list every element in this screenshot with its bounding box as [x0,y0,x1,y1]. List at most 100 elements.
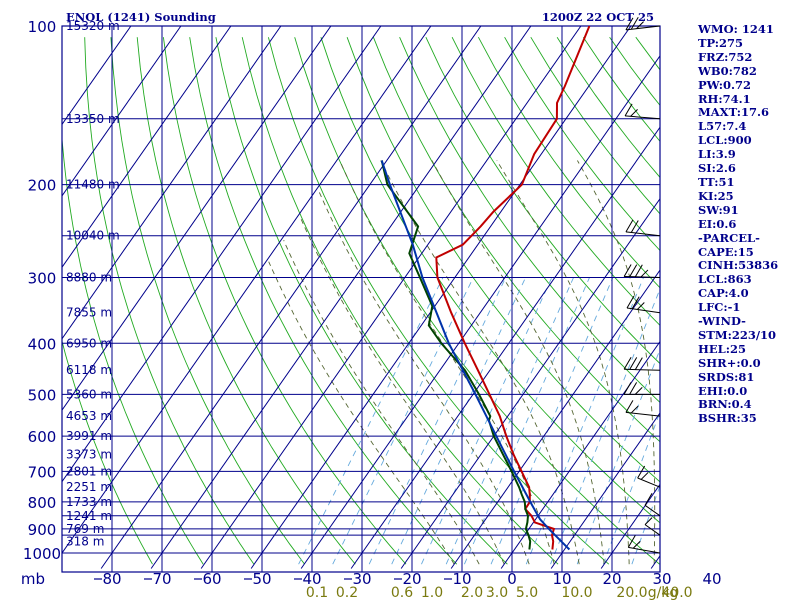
height-label: 15320 m [66,19,120,33]
pressure-label: 1000 [23,545,61,563]
height-label: 1733 m [66,495,112,509]
profile-lines [380,26,591,551]
stat-item: -WIND- [698,314,746,329]
dry-adiabat [399,37,660,403]
barb-flag [636,302,645,310]
wind-barb [637,465,661,488]
barb-staff [628,546,661,554]
wind-barb [627,535,661,554]
stat-item: CAP:4.0 [698,286,749,301]
moist-adiabat [283,240,480,565]
barb-flag [634,264,643,278]
barb-flag [640,269,649,278]
height-label: 2251 m [66,480,112,494]
temperature-tick-label: 80 [102,570,121,588]
moist-adiabat [496,160,630,565]
stat-item: TT:51 [698,174,735,189]
isotherm [500,340,660,569]
temperature-tick-label: 30 [352,570,371,588]
wind-barb [625,400,661,417]
wind-barb [644,493,661,517]
barb-flag [644,493,653,506]
barb-staff [644,524,661,536]
pressure-label: 300 [28,269,57,287]
barb-flag [629,357,638,370]
wind-barb [626,295,661,314]
dry-adiabat [425,37,660,365]
temperature-tick-label: 20 [402,570,421,588]
stat-item: LFC:-1 [698,300,741,315]
dry-adiabat [294,37,660,565]
mixing-ratio-label: 20.0 [616,585,647,600]
wind-barb [644,517,661,536]
barb-flag [627,535,636,548]
mixing-ratio-label: 1.0 [421,585,443,600]
mixing-ratio-line [332,277,474,565]
dry-adiabat [451,36,660,327]
height-label: 6950 m [66,336,112,350]
barb-flag [629,264,638,277]
temperature-tick-label: 30 [652,570,671,588]
mixing-ratio-line [550,287,660,565]
stat-item: -PARCEL- [698,230,760,245]
barb-staff [644,504,661,517]
mixing-ratio-line [463,277,590,565]
mixing-ratio-line [421,277,553,565]
stat-item: SHR+:0.0 [698,355,761,370]
barb-flag [631,296,640,309]
stat-item: LCL:863 [698,272,752,287]
dry-adiabat [162,37,407,565]
wind-barb [625,219,661,237]
stat-item: HEL:25 [698,341,746,356]
stat-item: WB0:782 [698,63,757,78]
wind-barbs [623,16,661,554]
isotherm [62,26,432,554]
dry-adiabat [241,37,559,565]
dry-adiabat [189,37,458,565]
barb-flag [636,21,644,29]
stat-item: EI:0.6 [698,216,737,231]
stat-item: SI:2.6 [698,161,736,176]
dry-adiabat [346,37,660,483]
barb-flag [634,387,643,395]
height-label: 3373 m [66,447,112,461]
barb-staff [625,231,661,237]
mixing-ratio-line [391,277,527,565]
barb-flag [632,540,641,549]
height-label: 769 m [66,522,104,536]
barb-flag [630,405,639,414]
temperature-tick-label: 0 [507,570,517,588]
height-label: 7855 m [66,306,112,320]
height-label: 4653 m [66,409,112,423]
pressure-label: 500 [28,386,57,404]
stats-panel: WMO: 1241 TP:275 FRZ:752 WB0:782 PW:0.72 RH:7… [698,22,778,426]
stat-item: CAPE:15 [698,244,754,259]
moist-adiabat [317,190,530,565]
height-label: 5360 m [66,387,112,401]
stat-item: EHI:0.0 [698,383,748,398]
pressure-label: 900 [28,521,57,539]
stat-item: BRN:0.4 [698,397,752,412]
stat-item: RH:74.1 [698,91,751,106]
barb-flag [637,465,646,479]
mixing-ratio-line [602,410,660,565]
isotherm [62,26,282,340]
mixing-ratio-label: 0.1 [306,585,328,600]
isotherm [350,126,660,569]
mixing-ratio-label: 3.0 [486,585,508,600]
barb-flag [640,472,649,480]
isotherm [62,26,232,269]
pressure-label: 100 [28,18,57,36]
mixing-ratio-line [576,348,660,565]
barb-flag [626,295,635,309]
height-label: 3991 m [66,429,112,443]
mixing-ratio-label: 5.0 [516,585,538,600]
dry-adiabat [84,37,255,565]
mixing-ratio-unit: g/kg [648,585,679,600]
wind-barb [623,382,660,395]
temperature-line [435,26,591,550]
isotherm [200,26,582,569]
mixing-ratio-line [368,277,507,565]
